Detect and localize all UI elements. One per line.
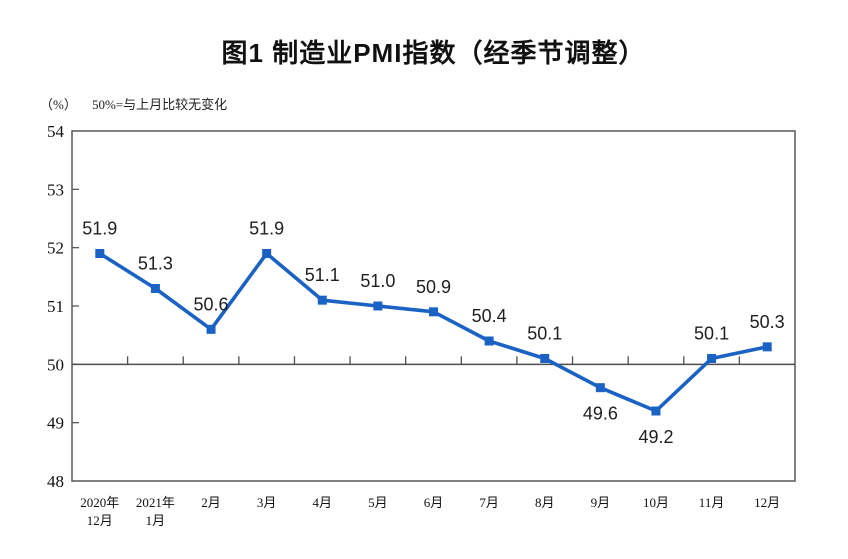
data-point-marker	[540, 354, 550, 363]
x-axis-tick-label: 3月	[257, 495, 277, 510]
data-point-marker	[317, 295, 327, 305]
y-axis-tick-label: 49	[47, 414, 64, 433]
data-point-label: 50.4	[472, 306, 507, 326]
data-point-marker	[429, 307, 438, 317]
data-point-marker	[373, 301, 383, 311]
data-point-label: 50.1	[694, 324, 729, 344]
data-point-marker	[95, 249, 105, 258]
x-axis-tick-label: 9月	[591, 495, 611, 510]
x-axis-tick-label: 11月	[699, 495, 725, 510]
data-point-label: 50.3	[750, 312, 785, 332]
data-point-marker	[484, 336, 494, 346]
data-point-label: 51.3	[138, 254, 173, 274]
fifty-percent-note: 50%=与上月比较无变化	[92, 97, 228, 112]
y-axis-tick-label: 54	[47, 122, 65, 141]
x-axis-tick-label: 2021年	[136, 495, 175, 510]
data-point-marker	[707, 354, 717, 363]
y-axis-tick-label: 48	[47, 472, 64, 491]
data-point-marker	[262, 249, 272, 258]
y-axis-tick-label: 52	[47, 239, 64, 258]
data-point-marker	[150, 284, 160, 293]
x-axis-tick-label: 7月	[479, 495, 499, 510]
data-point-label: 49.2	[638, 427, 673, 447]
x-axis-tick-label: 10月	[643, 495, 669, 510]
data-point-label: 49.6	[583, 404, 618, 424]
y-axis-tick-label: 50	[47, 355, 64, 374]
y-axis-tick-label: 51	[47, 297, 64, 316]
x-axis-tick-label: 12月	[87, 513, 113, 528]
y-axis-tick-label: 53	[47, 180, 64, 199]
data-point-marker	[651, 406, 661, 416]
x-axis-tick-label: 2月	[201, 495, 221, 510]
x-axis-tick-label: 5月	[368, 495, 388, 510]
data-point-label: 50.6	[194, 294, 229, 314]
x-axis-tick-label: 2020年	[80, 495, 119, 510]
x-axis-tick-label: 8月	[535, 495, 555, 510]
data-point-label: 51.9	[82, 219, 117, 239]
x-axis-tick-label: 6月	[424, 495, 444, 510]
data-point-marker	[595, 383, 605, 393]
data-point-label: 51.9	[249, 219, 284, 239]
data-point-label: 50.1	[527, 324, 562, 344]
data-point-label: 51.1	[305, 265, 340, 285]
data-point-marker	[206, 324, 216, 334]
x-axis-tick-label: 4月	[313, 495, 333, 510]
data-point-marker	[762, 342, 772, 352]
x-axis-tick-label: 12月	[754, 495, 780, 510]
data-point-label: 51.0	[360, 271, 395, 291]
x-axis-tick-label: 1月	[146, 513, 166, 528]
chart-title: 图1 制造业PMI指数（经季节调整）	[221, 38, 646, 68]
data-point-label: 50.9	[416, 277, 451, 297]
y-axis-unit-label: （%）	[40, 97, 77, 112]
